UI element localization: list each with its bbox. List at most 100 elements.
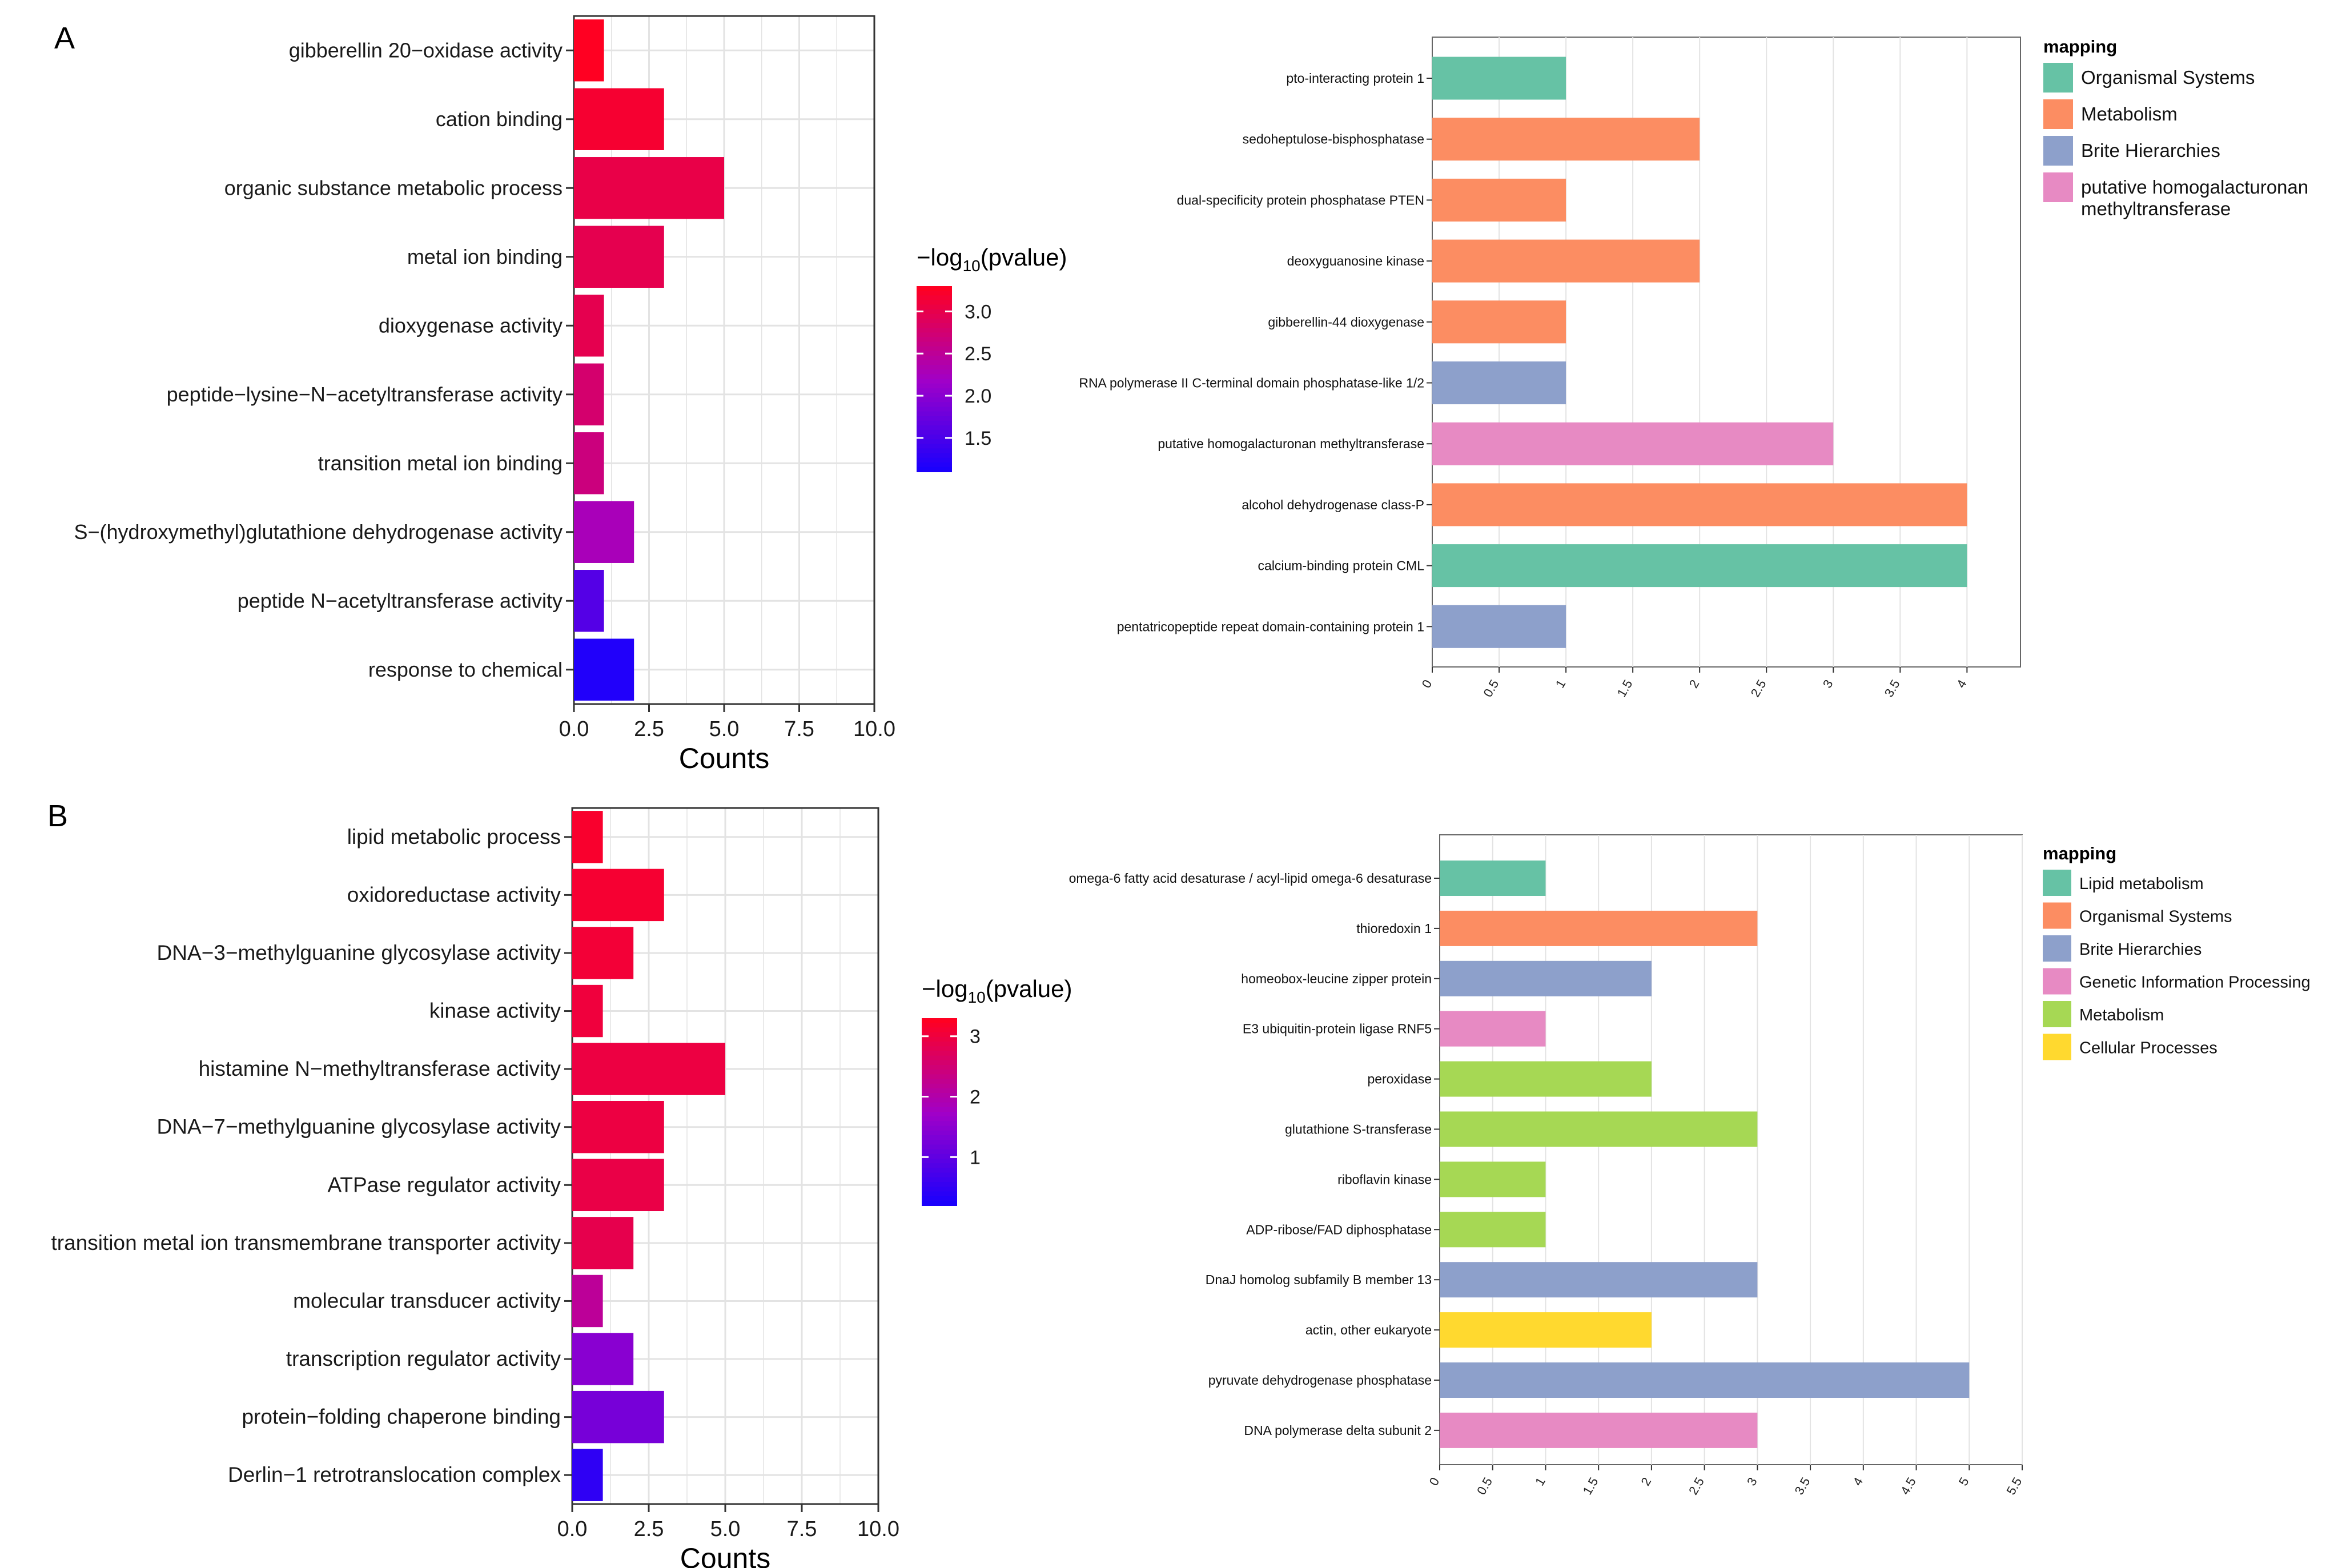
bar xyxy=(1440,1212,1546,1248)
colorbar-segment xyxy=(922,1182,957,1188)
legend-label: putative homogalacturonan xyxy=(2081,176,2308,198)
colorbar-segment xyxy=(922,1140,957,1145)
category-label: transition metal ion transmembrane trans… xyxy=(51,1231,561,1255)
bar xyxy=(1440,1061,1652,1097)
category-label: gibberellin 20−oxidase activity xyxy=(289,38,563,62)
x-tick-label: 0.0 xyxy=(559,717,589,741)
bar xyxy=(572,1217,634,1269)
colorbar-segment xyxy=(917,383,952,389)
category-label: molecular transducer activity xyxy=(293,1289,561,1312)
bar xyxy=(1432,422,1834,465)
bar xyxy=(574,226,664,288)
bar xyxy=(1432,483,1967,526)
bar xyxy=(574,363,604,425)
colorbar-segment xyxy=(922,1046,957,1052)
colorbar-segment xyxy=(917,369,952,375)
legend-label: methyltransferase xyxy=(2081,198,2231,219)
category-label: dioxygenase activity xyxy=(379,313,563,337)
category-label: pto-interacting protein 1 xyxy=(1286,71,1424,86)
x-tick-label: 10.0 xyxy=(857,1517,899,1541)
bar xyxy=(1432,178,1566,222)
category-label: alcohol dehydrogenase class-P xyxy=(1242,497,1424,512)
x-tick-label: 10.0 xyxy=(853,717,895,741)
colorbar-segment xyxy=(917,416,952,421)
colorbar-segment xyxy=(917,355,952,361)
bar xyxy=(572,1333,634,1385)
x-tick-label: 2 xyxy=(1638,1475,1654,1488)
x-tick-label: 2.5 xyxy=(634,1517,664,1541)
legend-label: Organismal Systems xyxy=(2079,908,2232,926)
bar xyxy=(1432,300,1566,344)
bar xyxy=(1432,57,1566,100)
colorbar-segment xyxy=(922,1051,957,1056)
colorbar-segment xyxy=(917,388,952,393)
x-tick-label: 1 xyxy=(1532,1475,1548,1488)
legend-title-prefix: −log xyxy=(917,244,963,271)
colorbar-segment xyxy=(922,1135,957,1141)
colorbar-segment xyxy=(922,1187,957,1192)
colorbar-segment xyxy=(922,1149,957,1155)
category-label: gibberellin-44 dioxygenase xyxy=(1268,315,1424,329)
colorbar-tick-label: 2.0 xyxy=(965,385,991,407)
colorbar-segment xyxy=(917,435,952,440)
x-axis-title: Counts xyxy=(679,742,769,774)
colorbar-segment xyxy=(917,439,952,445)
colorbar-tick-label: 2.5 xyxy=(965,343,991,365)
bar xyxy=(574,19,604,82)
category-label: putative homogalacturonan methyltransfer… xyxy=(1158,436,1424,451)
x-tick-label: 0 xyxy=(1427,1475,1443,1488)
colorbar-segment xyxy=(922,1023,957,1028)
legend-title-subscript: 10 xyxy=(968,988,986,1006)
category-label: calcium-binding protein CML xyxy=(1258,558,1425,573)
bar xyxy=(572,869,664,922)
colorbar-segment xyxy=(922,1083,957,1089)
colorbar-segment xyxy=(922,1070,957,1075)
category-label: pyruvate dehydrogenase phosphatase xyxy=(1208,1373,1432,1388)
colorbar-segment xyxy=(917,402,952,408)
category-label: histamine N−methyltransferase activity xyxy=(199,1057,561,1080)
bar xyxy=(1432,239,1700,283)
colorbar-segment xyxy=(917,420,952,426)
category-label: thioredoxin 1 xyxy=(1356,921,1432,936)
colorbar-segment xyxy=(917,286,952,292)
category-label: homeobox-leucine zipper protein xyxy=(1241,971,1432,986)
category-label: deoxyguanosine kinase xyxy=(1287,254,1424,268)
colorbar-segment xyxy=(917,309,952,315)
bar xyxy=(1440,1011,1546,1047)
panel-label-b: B xyxy=(47,799,69,833)
legend-key xyxy=(2043,870,2071,896)
bar xyxy=(1440,1412,1758,1448)
category-label: DnaJ homolog subfamily B member 13 xyxy=(1206,1272,1432,1287)
category-label: metal ion binding xyxy=(407,245,563,268)
colorbar-segment xyxy=(922,1079,957,1084)
colorbar-segment xyxy=(922,1196,957,1201)
colorbar-segment xyxy=(917,374,952,380)
colorbar-segment xyxy=(917,351,952,356)
category-label: transcription regulator activity xyxy=(286,1347,561,1370)
legend-label: Metabolism xyxy=(2081,103,2178,124)
bar xyxy=(1440,1111,1758,1147)
colorbar-segment xyxy=(917,397,952,403)
legend-key xyxy=(2043,172,2073,202)
x-tick-label: 7.5 xyxy=(784,717,814,741)
category-label: actin, other eukaryote xyxy=(1305,1322,1432,1337)
colorbar-segment xyxy=(922,1093,957,1099)
legend-key xyxy=(2043,99,2073,129)
category-label: peptide−lysine−N−acetyltransferase activ… xyxy=(167,383,563,406)
legend-title-suffix: (pvalue) xyxy=(981,244,1067,271)
bar xyxy=(574,432,604,494)
bar xyxy=(1432,605,1566,648)
colorbar-segment xyxy=(922,1121,957,1127)
category-label: E3 ubiquitin-protein ligase RNF5 xyxy=(1243,1022,1432,1036)
legend-title: −log10(pvalue) xyxy=(922,975,1072,1006)
bar xyxy=(572,1100,664,1153)
bar xyxy=(1432,118,1700,161)
colorbar-segment xyxy=(922,1177,957,1183)
colorbar-segment xyxy=(917,407,952,412)
legend-label: Metabolism xyxy=(2079,1006,2164,1024)
category-label: transition metal ion binding xyxy=(318,451,563,475)
colorbar-tick-label: 1 xyxy=(970,1147,981,1168)
colorbar-segment xyxy=(922,1112,957,1117)
category-label: omega-6 fatty acid desaturase / acyl-lip… xyxy=(1069,871,1432,886)
colorbar-segment xyxy=(917,467,952,472)
